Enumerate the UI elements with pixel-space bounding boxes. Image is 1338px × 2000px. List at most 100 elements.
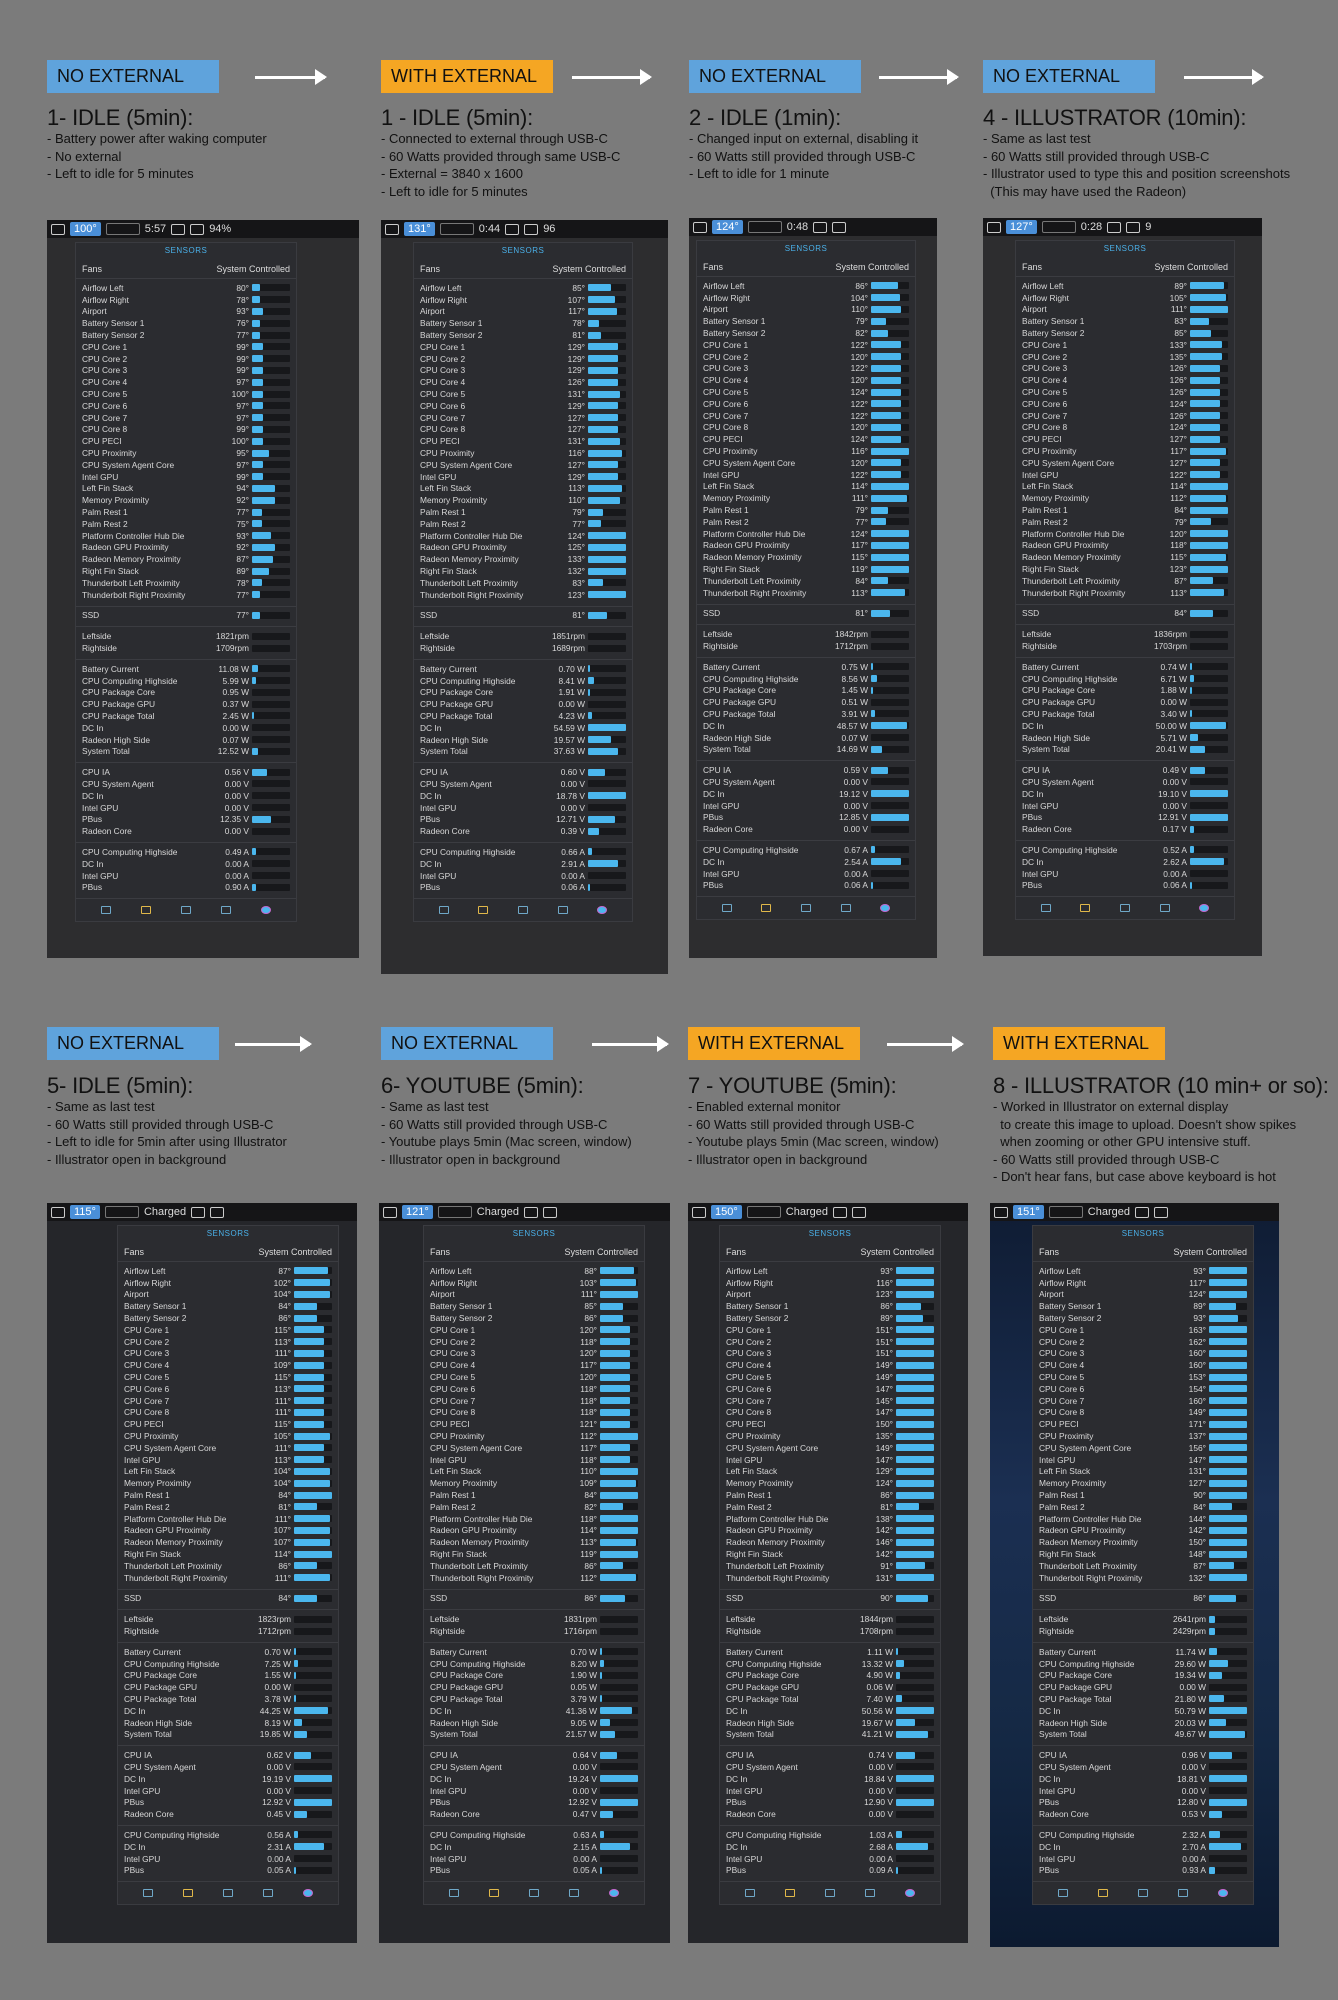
app-icon[interactable] bbox=[385, 223, 399, 235]
temperature-readout[interactable]: 151° bbox=[1013, 1205, 1044, 1219]
sensors-tab[interactable]: SENSORS bbox=[1103, 244, 1147, 253]
eject-icon[interactable] bbox=[840, 904, 851, 913]
folder-icon[interactable] bbox=[183, 1889, 193, 1898]
wifi-icon[interactable] bbox=[210, 1206, 225, 1218]
graph-view-icon[interactable] bbox=[721, 904, 732, 913]
app-icon[interactable] bbox=[693, 221, 707, 233]
temperature-readout[interactable]: 124° bbox=[712, 220, 743, 234]
graph-view-icon[interactable] bbox=[449, 1889, 459, 1898]
battery-status[interactable]: 5:57 bbox=[144, 223, 167, 235]
graph-view-icon[interactable] bbox=[745, 1889, 755, 1898]
terminal-icon[interactable] bbox=[517, 906, 528, 915]
app-logo-icon[interactable] bbox=[597, 906, 608, 915]
folder-icon[interactable] bbox=[785, 1889, 795, 1898]
sensors-tab[interactable]: SENSORS bbox=[512, 1229, 556, 1238]
graph-icon[interactable] bbox=[104, 1206, 139, 1218]
folder-icon[interactable] bbox=[1080, 904, 1091, 913]
fans-mode[interactable]: System Controlled bbox=[860, 1247, 934, 1257]
sensors-tab[interactable]: SENSORS bbox=[206, 1229, 250, 1238]
terminal-icon[interactable] bbox=[181, 906, 191, 915]
graph-icon[interactable] bbox=[437, 1206, 472, 1218]
eject-icon[interactable] bbox=[865, 1889, 875, 1898]
sensors-tab[interactable]: SENSORS bbox=[1121, 1229, 1165, 1238]
graph-icon[interactable] bbox=[105, 223, 140, 235]
battery-status[interactable]: Charged bbox=[143, 1206, 187, 1218]
temperature-readout[interactable]: 131° bbox=[404, 222, 435, 236]
fans-mode[interactable]: System Controlled bbox=[216, 264, 290, 274]
airplay-icon[interactable] bbox=[505, 223, 520, 235]
airplay-icon[interactable] bbox=[191, 1206, 206, 1218]
battery-status[interactable]: 0:44 bbox=[478, 223, 501, 235]
airplay-icon[interactable] bbox=[171, 223, 186, 235]
graph-view-icon[interactable] bbox=[143, 1889, 153, 1898]
temperature-readout[interactable]: 127° bbox=[1006, 220, 1037, 234]
app-icon[interactable] bbox=[987, 221, 1001, 233]
battery-status[interactable]: Charged bbox=[1087, 1206, 1130, 1218]
wifi-icon[interactable] bbox=[832, 221, 847, 233]
graph-icon[interactable] bbox=[746, 1206, 781, 1218]
fans-mode[interactable]: System Controlled bbox=[835, 262, 909, 272]
graph-view-icon[interactable] bbox=[1058, 1889, 1068, 1898]
graph-view-icon[interactable] bbox=[101, 906, 111, 915]
battery-status[interactable]: Charged bbox=[785, 1206, 828, 1218]
folder-icon[interactable] bbox=[478, 906, 489, 915]
app-logo-icon[interactable] bbox=[303, 1889, 313, 1898]
terminal-icon[interactable] bbox=[800, 904, 811, 913]
battery-status[interactable]: Charged bbox=[476, 1206, 519, 1218]
airplay-icon[interactable] bbox=[832, 1206, 847, 1218]
app-logo-icon[interactable] bbox=[609, 1889, 619, 1898]
graph-icon[interactable] bbox=[1041, 221, 1076, 233]
app-icon[interactable] bbox=[51, 223, 65, 235]
app-logo-icon[interactable] bbox=[1199, 904, 1210, 913]
app-icon[interactable] bbox=[692, 1206, 706, 1218]
eject-icon[interactable] bbox=[557, 906, 568, 915]
folder-icon[interactable] bbox=[489, 1889, 499, 1898]
folder-icon[interactable] bbox=[141, 906, 151, 915]
eject-icon[interactable] bbox=[569, 1889, 579, 1898]
sensors-tab[interactable]: SENSORS bbox=[164, 246, 208, 255]
battery-percent[interactable]: 94% bbox=[209, 223, 232, 235]
app-icon[interactable] bbox=[383, 1206, 397, 1218]
wifi-icon[interactable] bbox=[190, 223, 205, 235]
battery-status[interactable]: 0:28 bbox=[1080, 221, 1103, 233]
app-logo-icon[interactable] bbox=[880, 904, 891, 913]
eject-icon[interactable] bbox=[1178, 1889, 1188, 1898]
airplay-icon[interactable] bbox=[1134, 1206, 1149, 1218]
temperature-readout[interactable]: 150° bbox=[711, 1205, 742, 1219]
app-logo-icon[interactable] bbox=[905, 1889, 915, 1898]
terminal-icon[interactable] bbox=[825, 1889, 835, 1898]
terminal-icon[interactable] bbox=[1138, 1889, 1148, 1898]
graph-icon[interactable] bbox=[747, 221, 782, 233]
graph-icon[interactable] bbox=[439, 223, 474, 235]
app-icon[interactable] bbox=[994, 1206, 1008, 1218]
wifi-icon[interactable] bbox=[1126, 221, 1141, 233]
wifi-icon[interactable] bbox=[851, 1206, 866, 1218]
battery-percent[interactable]: 96 bbox=[543, 223, 556, 235]
terminal-icon[interactable] bbox=[223, 1889, 233, 1898]
fans-mode[interactable]: System Controlled bbox=[1154, 262, 1228, 272]
eject-icon[interactable] bbox=[1159, 904, 1170, 913]
graph-icon[interactable] bbox=[1048, 1206, 1083, 1218]
app-logo-icon[interactable] bbox=[261, 906, 271, 915]
terminal-icon[interactable] bbox=[1119, 904, 1130, 913]
airplay-icon[interactable] bbox=[1107, 221, 1122, 233]
eject-icon[interactable] bbox=[263, 1889, 273, 1898]
graph-view-icon[interactable] bbox=[438, 906, 449, 915]
temperature-readout[interactable]: 100° bbox=[70, 222, 101, 236]
sensors-tab[interactable]: SENSORS bbox=[808, 1229, 852, 1238]
wifi-icon[interactable] bbox=[524, 223, 539, 235]
battery-percent[interactable]: 9 bbox=[1145, 221, 1152, 233]
fans-mode[interactable]: System Controlled bbox=[552, 264, 626, 274]
sensors-tab[interactable]: SENSORS bbox=[784, 244, 828, 253]
wifi-icon[interactable] bbox=[542, 1206, 557, 1218]
battery-status[interactable]: 0:48 bbox=[786, 221, 809, 233]
terminal-icon[interactable] bbox=[529, 1889, 539, 1898]
folder-icon[interactable] bbox=[1098, 1889, 1108, 1898]
fans-mode[interactable]: System Controlled bbox=[564, 1247, 638, 1257]
eject-icon[interactable] bbox=[221, 906, 231, 915]
fans-mode[interactable]: System Controlled bbox=[1173, 1247, 1247, 1257]
fans-mode[interactable]: System Controlled bbox=[258, 1247, 332, 1257]
temperature-readout[interactable]: 121° bbox=[402, 1205, 433, 1219]
airplay-icon[interactable] bbox=[523, 1206, 538, 1218]
app-icon[interactable] bbox=[51, 1206, 65, 1218]
